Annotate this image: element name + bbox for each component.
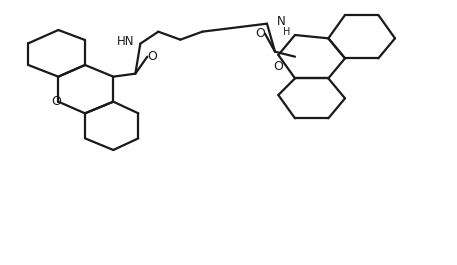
Text: N: N bbox=[277, 15, 286, 28]
Text: O: O bbox=[273, 60, 283, 73]
Text: O: O bbox=[148, 50, 157, 63]
Text: H: H bbox=[283, 27, 290, 37]
Text: HN: HN bbox=[117, 35, 134, 48]
Text: O: O bbox=[255, 27, 265, 40]
Text: O: O bbox=[51, 95, 61, 108]
